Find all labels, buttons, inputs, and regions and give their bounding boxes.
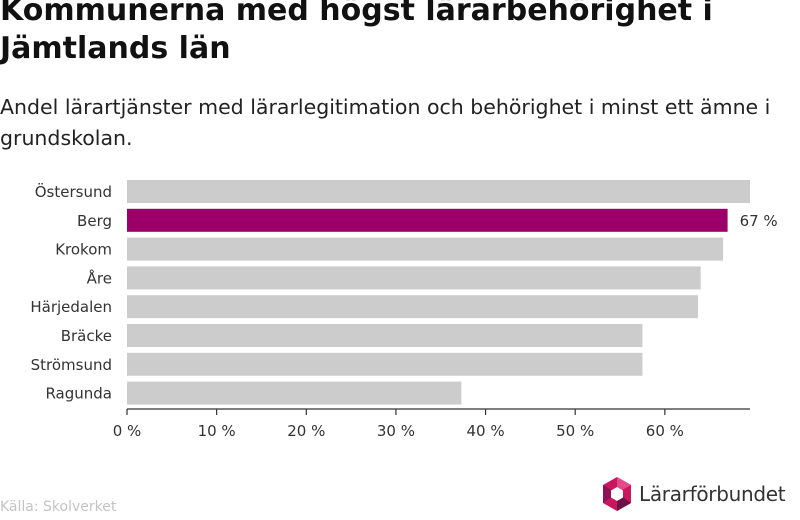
x-tick-label: 0 % (113, 422, 142, 440)
x-tick-label: 20 % (287, 422, 325, 440)
bar-ragunda (127, 381, 462, 405)
x-tick-label: 60 % (646, 422, 684, 440)
category-label: Krokom (55, 241, 112, 259)
hexagon-logo-icon (603, 477, 631, 511)
category-label: Härjedalen (30, 298, 112, 316)
category-label: Ragunda (45, 385, 112, 403)
chart-subtitle: Andel lärartjänster med lärarlegitimatio… (0, 95, 771, 150)
x-axis: 0 % 10 % 20 % 30 % 40 % 50 % 60 % (113, 408, 750, 440)
bar-härjedalen (127, 295, 699, 319)
x-tick-label: 10 % (198, 422, 236, 440)
chart-title: Kommunerna med högst lärarbehörighet i J… (0, 0, 713, 66)
bar-bräcke (127, 324, 643, 347)
bar-berg (127, 208, 728, 232)
brand-logo: Lärarförbundet (601, 476, 786, 512)
category-label: Åre (87, 268, 112, 287)
category-label: Strömsund (31, 356, 112, 374)
x-tick-label: 30 % (377, 422, 415, 440)
category-label: Berg (77, 212, 112, 230)
data-labels: 67 % (740, 212, 778, 230)
bar-strömsund (127, 352, 643, 376)
data-label: 67 % (740, 212, 778, 230)
x-tick-label: 40 % (467, 422, 505, 440)
bar-åre (127, 266, 701, 290)
bars-group (127, 180, 750, 405)
x-tick-label: 50 % (556, 422, 594, 440)
source-note: Källa: Skolverket (0, 499, 117, 515)
category-label: Östersund (35, 182, 112, 201)
logo-text: Lärarförbundet (639, 482, 786, 506)
bar-chart: Östersund Berg Krokom Åre Härjedalen Bräcke St… (30, 180, 778, 440)
category-label: Bräcke (61, 327, 112, 345)
bar-östersund (127, 180, 750, 203)
bar-krokom (127, 237, 724, 261)
category-labels: Östersund Berg Krokom Åre Härjedalen Bräcke St… (30, 182, 112, 403)
